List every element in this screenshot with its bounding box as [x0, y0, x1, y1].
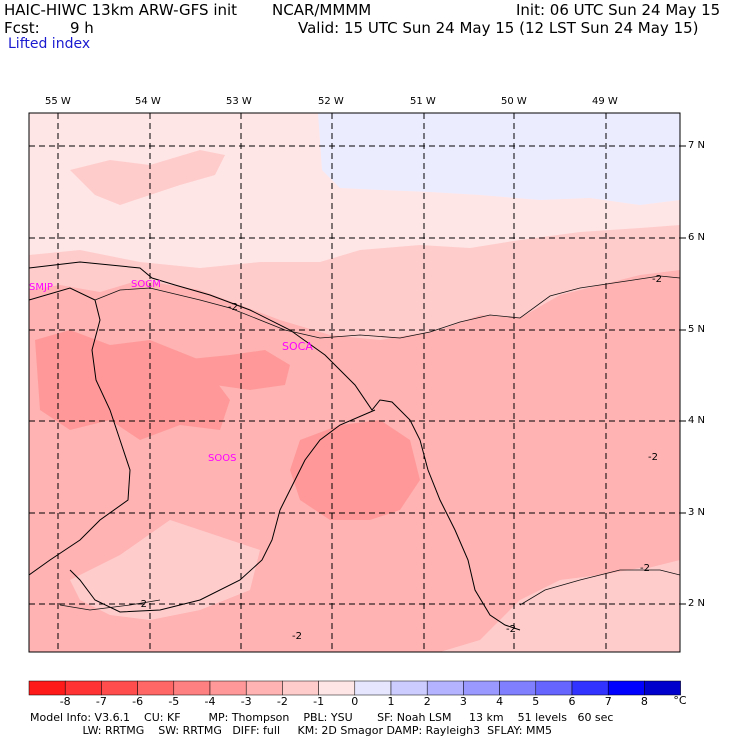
colorbar-tick-label: 1	[387, 695, 395, 708]
colorbar-swatch	[209, 680, 247, 696]
border-west	[29, 287, 131, 576]
org-label: NCAR/MMMM	[272, 1, 372, 19]
lat-label-3n: 3 N	[688, 507, 706, 518]
colorbar-tick-label: 3	[459, 695, 467, 708]
model-title: HAIC-HIWC 13km ARW-GFS init	[4, 1, 238, 19]
colorbar-swatch	[463, 680, 500, 696]
field-blotch-center	[290, 420, 420, 520]
forecast-label: Fcst:	[4, 19, 40, 37]
valid-time: Valid: 15 UTC Sun 24 May 15 (12 LST Sun …	[298, 19, 699, 37]
lat-label-6n: 6 N	[688, 232, 706, 243]
model-info-line1: Model Info: V3.6.1 CU: KF MP: Thompson P…	[30, 711, 614, 724]
colorbar-swatch	[535, 680, 573, 696]
colorbar-swatch	[571, 680, 609, 696]
colorbar-tick-label: 2	[423, 695, 431, 708]
map-frame	[28, 112, 681, 653]
lon-label-54w: 54 W	[135, 96, 161, 107]
lat-label-4n: 4 N	[688, 415, 706, 426]
model-info-line2: LW: RRTMG SW: RRTMG DIFF: full KM: 2D Sm…	[30, 724, 552, 737]
contour-label: -2	[506, 624, 516, 635]
field-patch-southwest	[70, 520, 260, 620]
colorbar-unit: °C	[673, 694, 687, 707]
forecast-hour: 9 h	[70, 19, 94, 37]
colorbar-tick-label: -3	[240, 695, 252, 708]
colorbar-swatch	[607, 680, 645, 696]
lon-label-49w: 49 W	[592, 96, 618, 107]
colorbar-tick-label: -6	[132, 695, 144, 708]
colorbar-swatch	[282, 680, 319, 696]
field-patch-southeast	[520, 568, 680, 652]
coastline	[29, 261, 521, 631]
colorbar	[28, 680, 681, 696]
field-name: Lifted index	[8, 36, 91, 52]
field-blotch-west	[35, 330, 230, 440]
colorbar-tick-label: -2	[276, 695, 288, 708]
colorbar-swatch	[426, 680, 464, 696]
field-positive-region	[318, 113, 680, 205]
contour-minus2-southwest	[59, 599, 161, 611]
contour-label: -2	[228, 302, 238, 313]
lat-label-5n: 5 N	[688, 324, 706, 335]
lat-label-2n: 2 N	[688, 598, 706, 609]
colorbar-tick-label: -7	[95, 695, 107, 708]
contour-minus2-southeast	[519, 569, 680, 606]
colorbar-tick-label: 5	[532, 695, 540, 708]
colorbar-tick-label: 7	[604, 695, 612, 708]
colorbar-swatch	[318, 680, 356, 696]
colorbar-swatch	[28, 680, 66, 696]
colorbar-swatch	[354, 680, 392, 696]
border-center	[69, 409, 376, 613]
colorbar-tick-label: -8	[59, 695, 71, 708]
contour-label: -2	[137, 599, 147, 610]
colorbar-tick-label: 0	[351, 695, 359, 708]
colorbar-tick-label: -4	[204, 695, 216, 708]
lon-label-51w: 51 W	[410, 96, 436, 107]
colorbar-swatch	[390, 680, 428, 696]
init-time: Init: 06 UTC Sun 24 May 15	[516, 1, 721, 19]
contour-label: -2	[648, 452, 658, 463]
station-socm: SOCM	[131, 279, 161, 290]
lon-label-53w: 53 W	[226, 96, 252, 107]
contour-label: -2	[292, 631, 302, 642]
colorbar-swatch	[64, 680, 102, 696]
field-blotch-east	[180, 350, 290, 390]
colorbar-tick-label: -1	[313, 695, 325, 708]
colorbar-tick-label: 6	[568, 695, 576, 708]
lon-label-52w: 52 W	[318, 96, 344, 107]
field-blob-north	[70, 150, 225, 205]
colorbar-swatch	[245, 680, 283, 696]
lat-label-7n: 7 N	[688, 140, 706, 151]
colorbar-swatch	[499, 680, 537, 696]
lon-label-55w: 55 W	[45, 96, 71, 107]
colorbar-tick-label: 8	[640, 695, 648, 708]
station-soca: SOCA	[282, 340, 313, 353]
contour-label: -2	[640, 563, 650, 574]
colorbar-tick-label: -5	[168, 695, 180, 708]
lon-label-50w: 50 W	[501, 96, 527, 107]
colorbar-swatch	[644, 680, 681, 696]
station-soos: SOOS	[208, 453, 237, 464]
colorbar-swatch	[137, 680, 175, 696]
station-smjp: SMJP	[29, 282, 53, 293]
colorbar-swatch	[173, 680, 211, 696]
colorbar-tick-label: 4	[496, 695, 504, 708]
contour-label: -2	[652, 274, 662, 285]
colorbar-swatch	[101, 680, 138, 696]
contour-minus2-north	[94, 275, 680, 339]
